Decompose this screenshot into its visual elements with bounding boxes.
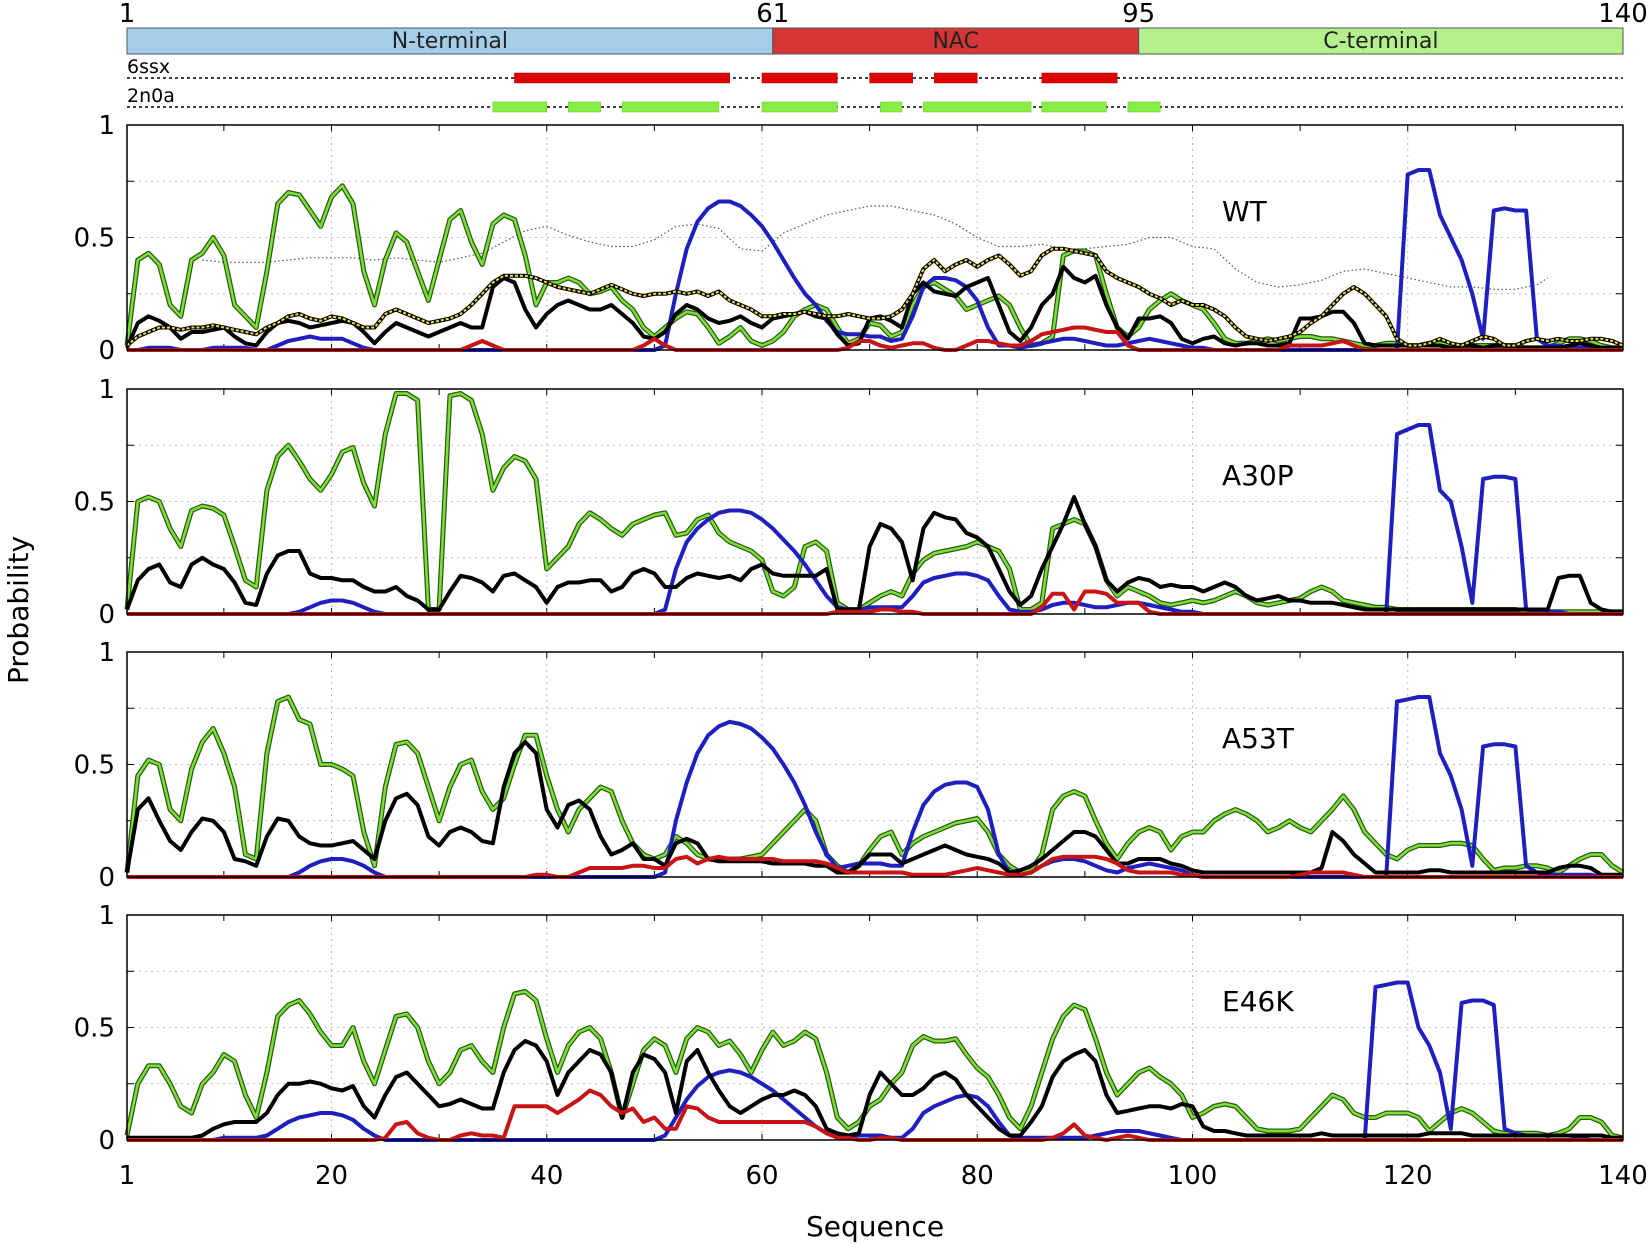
x-tick-label: 40 <box>530 1161 563 1191</box>
panel-frame <box>126 651 1624 878</box>
series-black-line <box>125 495 1623 614</box>
panel-label: WT <box>1222 195 1268 228</box>
panel-label: A30P <box>1222 459 1294 492</box>
x-tick-label: 1 <box>119 1161 136 1191</box>
domain-segment-label: C-terminal <box>1323 29 1438 54</box>
panel-frame <box>126 914 1624 1141</box>
panel-label: E46K <box>1222 985 1294 1018</box>
panel-frame <box>126 388 1624 615</box>
reference-segment <box>568 101 601 113</box>
panel-frame <box>126 124 1624 351</box>
y-tick-label: 0.5 <box>74 1014 115 1044</box>
domain-boundary-label: 95 <box>1122 0 1155 29</box>
y-tick-label: 0 <box>98 1126 115 1156</box>
reference-segment <box>1041 72 1118 84</box>
y-tick-label: 1 <box>98 375 115 405</box>
panel-label: A53T <box>1222 722 1295 755</box>
reference-segment <box>933 72 978 84</box>
reference-segment <box>923 101 1032 113</box>
y-tick-label: 0.5 <box>74 488 115 518</box>
y-axis-title: Probability <box>2 536 35 684</box>
panel-a53t: 0 0.5 1 A53T <box>74 638 1625 893</box>
domain-bar: N-terminal NAC C-terminal 1 61 95 140 <box>119 0 1648 55</box>
reference-segment <box>880 101 903 113</box>
x-axis-ticks: 1 20 40 60 80 100 120 140 <box>119 1161 1648 1191</box>
reference-segment <box>514 72 730 84</box>
y-tick-label: 0 <box>98 336 115 366</box>
panel-e46k: 0 0.5 1 E46K <box>74 901 1624 1156</box>
x-tick-label: 140 <box>1598 1161 1648 1191</box>
x-tick-label: 100 <box>1168 1161 1218 1191</box>
x-tick-label: 60 <box>745 1161 778 1191</box>
series-yellow-line <box>126 247 1624 347</box>
domain-segment <box>126 27 774 55</box>
y-tick-label: 1 <box>98 901 115 931</box>
panels: 0 0.5 1 WT 0 0.5 1 A30P 0 0.5 1 A53T 0 0.5 1 E46K <box>74 111 1625 1156</box>
panel-a30p: 0 0.5 1 A30P <box>74 375 1624 630</box>
domain-boundary-label: 140 <box>1598 0 1648 29</box>
y-tick-label: 1 <box>98 638 115 668</box>
y-tick-label: 0.5 <box>74 751 115 781</box>
y-tick-label: 0 <box>98 863 115 893</box>
series-green-line <box>125 392 1623 614</box>
domain-segment-label: NAC <box>932 29 978 54</box>
reference-tracks: 6ssx 2n0a <box>127 56 1623 113</box>
y-tick-label: 0 <box>98 600 115 630</box>
reference-segment <box>1127 101 1161 113</box>
x-tick-label: 80 <box>961 1161 994 1191</box>
reference-track-label: 2n0a <box>127 85 175 107</box>
domain-boundary-label: 61 <box>756 0 789 29</box>
domain-segment <box>1138 27 1624 55</box>
reference-segment <box>761 101 838 113</box>
domain-boundary-label: 1 <box>119 0 136 29</box>
reference-track-label: 6ssx <box>127 56 170 78</box>
x-tick-label: 20 <box>315 1161 348 1191</box>
reference-segment <box>869 72 913 84</box>
reference-segment <box>1041 101 1107 113</box>
panel-wt: 0 0.5 1 WT <box>74 111 1624 366</box>
reference-segment <box>492 101 547 113</box>
series-black-line <box>127 1039 1623 1140</box>
y-tick-label: 1 <box>98 111 115 141</box>
series-green-line <box>125 990 1624 1140</box>
reference-segment <box>621 101 720 113</box>
series-black-line <box>125 740 1623 877</box>
x-tick-label: 120 <box>1383 1161 1433 1191</box>
reference-segment <box>761 72 838 84</box>
x-axis-title: Sequence <box>806 1210 944 1243</box>
y-tick-label: 0.5 <box>74 224 115 254</box>
panel-background <box>127 125 1623 350</box>
domain-segment <box>772 27 1140 55</box>
domain-segment-label: N-terminal <box>392 29 508 54</box>
